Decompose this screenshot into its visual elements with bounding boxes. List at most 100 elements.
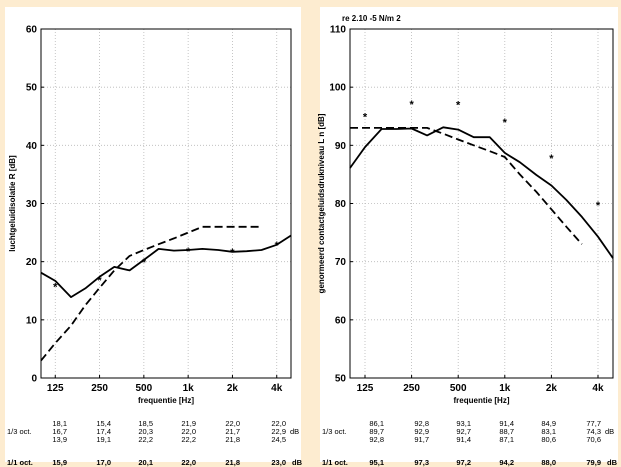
x-tick-label: 2k (546, 383, 558, 394)
left-chart-panel: 0 10 20 30 40 50 60 125 250 500 1k 2k 4k frequentie [… (5, 7, 302, 467)
y-tick-label: 20 (26, 257, 38, 268)
x-tick-label: 1k (183, 383, 195, 394)
table-cell: 15,4 (96, 419, 111, 428)
table-cell: 92,8 (369, 435, 384, 444)
table-cell: 16,7 (52, 427, 67, 436)
table-cell: 18,1 (52, 419, 67, 428)
table-cell: 91,7 (414, 435, 429, 444)
octave-value: 94,2 (499, 458, 514, 467)
table-unit: dB (290, 427, 300, 436)
table-cell: 22,2 (181, 435, 196, 444)
octave-value: 15,9 (52, 458, 67, 467)
x-tick-label: 1k (499, 383, 511, 394)
table-cell: 18,5 (138, 419, 153, 428)
y-tick-label: 80 (335, 199, 347, 210)
octave-unit: dB (292, 458, 302, 467)
octave-value: 22,0 (181, 458, 196, 467)
plot-frame (40, 28, 292, 379)
table-row-label: 1/3 oct. (322, 427, 347, 436)
octave-marker: * (275, 240, 280, 252)
table-cell: 74,3 (586, 427, 601, 436)
left-data-table: 18,1 15,4 18,5 21,9 22,0 22,0 1/3 oct. 16,7 17,4… (5, 419, 302, 467)
y-tick-label: 50 (26, 83, 38, 94)
right-data-table: 86,1 92,8 93,1 91,4 84,9 77,7 1/3 oct. 89,7 92,9… (320, 419, 618, 467)
octave-value: 97,2 (456, 458, 471, 467)
y-tick-label: 110 (330, 25, 347, 36)
x-tick-label: 500 (136, 383, 153, 394)
table-cell: 87,1 (499, 435, 514, 444)
table-cell: 22,0 (271, 419, 286, 428)
table-cell: 89,7 (369, 427, 384, 436)
table-cell: 21,7 (225, 427, 240, 436)
table-cell: 92,7 (456, 427, 471, 436)
table-cell: 22,9 (271, 427, 286, 436)
table-cell: 80,6 (541, 435, 556, 444)
y-tick-label: 60 (335, 315, 347, 326)
table-row-label: 1/3 oct. (7, 427, 32, 436)
y-tick-label: 60 (26, 25, 38, 36)
table-cell: 21,9 (181, 419, 196, 428)
y-tick-label: 50 (335, 374, 347, 385)
octave-value: 17,0 (96, 458, 111, 467)
reference-curve (40, 225, 262, 362)
table-cell: 21,8 (225, 435, 240, 444)
octave-value: 97,3 (414, 458, 429, 467)
octave-value: 21,8 (225, 458, 240, 467)
octave-row-label: 1/1 oct. (7, 458, 33, 467)
impact-sound-chart: 50 60 70 80 90 100 110 125 250 500 1k 2k 4k frequenti… (317, 14, 614, 405)
measured-curve (349, 126, 614, 259)
right-chart-panel: 50 60 70 80 90 100 110 125 250 500 1k 2k 4k frequenti… (317, 7, 618, 467)
table-cell: 86,1 (369, 419, 384, 428)
octave-marker: * (97, 275, 102, 287)
table-cell: 22,2 (138, 435, 153, 444)
table-cell: 13,9 (52, 435, 67, 444)
octave-value: 20,1 (138, 458, 153, 467)
octave-marker: * (186, 246, 191, 258)
y-axis-label: genormeerd contactgeluidsdrukniveau L n … (317, 113, 326, 293)
table-cell: 93,1 (456, 419, 471, 428)
table-cell: 92,9 (414, 427, 429, 436)
x-tick-label: 125 (357, 383, 374, 394)
octave-row-label: 1/1 oct. (322, 458, 348, 467)
octave-value: 95,1 (369, 458, 384, 467)
table-unit: dB (605, 427, 615, 436)
table-cell: 20,3 (138, 427, 153, 436)
octave-marker: * (142, 257, 147, 269)
y-tick-label: 100 (329, 83, 346, 94)
octave-value: 79,9 (586, 458, 601, 467)
octave-marker: * (230, 247, 235, 259)
octave-marker: * (363, 112, 368, 124)
table-cell: 22,0 (181, 427, 196, 436)
measured-curve (40, 234, 292, 299)
sound-insulation-chart: 0 10 20 30 40 50 60 125 250 500 1k 2k 4k frequentie [… (8, 25, 292, 405)
table-cell: 19,1 (96, 435, 111, 444)
table-cell: 17,4 (96, 427, 111, 436)
table-cell: 84,9 (541, 419, 556, 428)
octave-marker: * (549, 153, 554, 165)
y-tick-label: 0 (31, 374, 37, 385)
octave-marker: * (596, 200, 601, 212)
x-tick-label: 250 (91, 383, 108, 394)
octave-marker: * (53, 282, 58, 294)
x-tick-label: 4k (592, 383, 604, 394)
table-cell: 88,7 (499, 427, 514, 436)
table-cell: 83,1 (541, 427, 556, 436)
octave-marker: * (503, 117, 508, 129)
table-cell: 91,4 (456, 435, 471, 444)
y-tick-label: 90 (335, 141, 347, 152)
table-cell: 91,4 (499, 419, 514, 428)
x-axis-label: frequentie [Hz] (454, 396, 510, 405)
y-tick-label: 10 (26, 315, 38, 326)
table-cell: 24,5 (271, 435, 286, 444)
x-tick-label: 4k (271, 383, 283, 394)
x-tick-label: 2k (227, 383, 239, 394)
y-tick-label: 40 (26, 141, 38, 152)
table-cell: 92,8 (414, 419, 429, 428)
octave-marker: * (456, 99, 461, 111)
octave-value: 88,0 (541, 458, 556, 467)
octave-value: 23,0 (271, 458, 286, 467)
x-tick-label: 125 (47, 383, 64, 394)
table-cell: 77,7 (586, 419, 601, 428)
x-tick-label: 500 (450, 383, 467, 394)
table-cell: 22,0 (225, 419, 240, 428)
